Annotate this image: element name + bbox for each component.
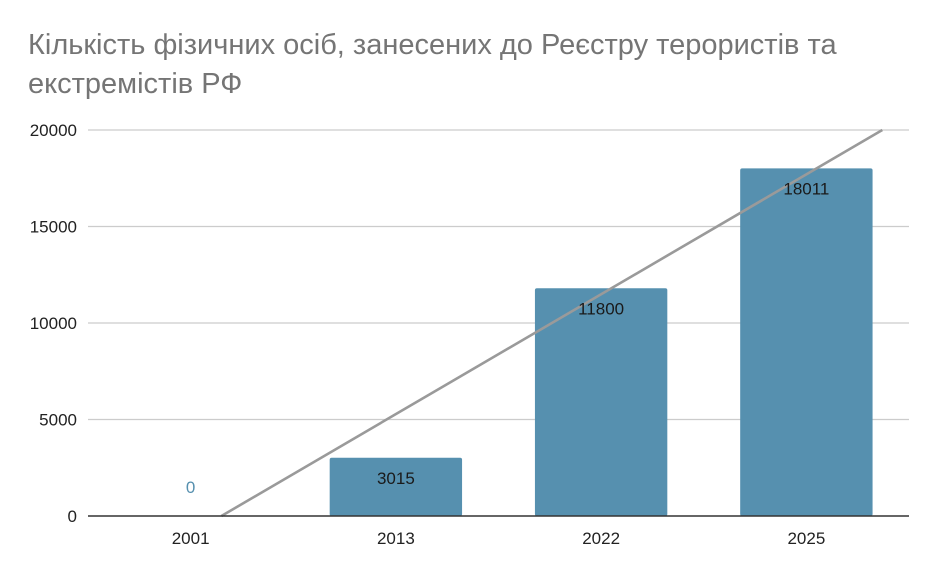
bar: [740, 168, 873, 516]
x-tick-label: 2001: [172, 529, 210, 548]
trendline: [220, 128, 883, 518]
data-labels: 0 3015 11800 18011: [186, 179, 829, 497]
data-label: 11800: [578, 299, 624, 318]
y-tick-label: 10000: [30, 314, 77, 333]
trendline-layer: [220, 128, 883, 518]
chart-title: Кількість фізичних осіб, занесених до Ре…: [28, 29, 837, 100]
data-label: 0: [186, 478, 195, 497]
bars: [329, 168, 873, 516]
x-axis-ticks: 2001 2013 2022 2025: [172, 529, 826, 548]
x-tick-label: 2025: [787, 529, 825, 548]
bar: [534, 288, 668, 516]
bar: [329, 457, 463, 516]
y-tick-label: 0: [68, 507, 77, 526]
x-tick-label: 2022: [582, 529, 620, 548]
data-label: 18011: [783, 179, 829, 198]
y-axis-ticks: 0 5000 10000 15000 20000: [30, 121, 77, 526]
y-tick-label: 15000: [30, 218, 77, 237]
y-tick-label: 5000: [39, 411, 77, 430]
x-tick-label: 2013: [377, 529, 415, 548]
data-label: 3015: [377, 469, 415, 488]
y-tick-label: 20000: [30, 121, 77, 140]
